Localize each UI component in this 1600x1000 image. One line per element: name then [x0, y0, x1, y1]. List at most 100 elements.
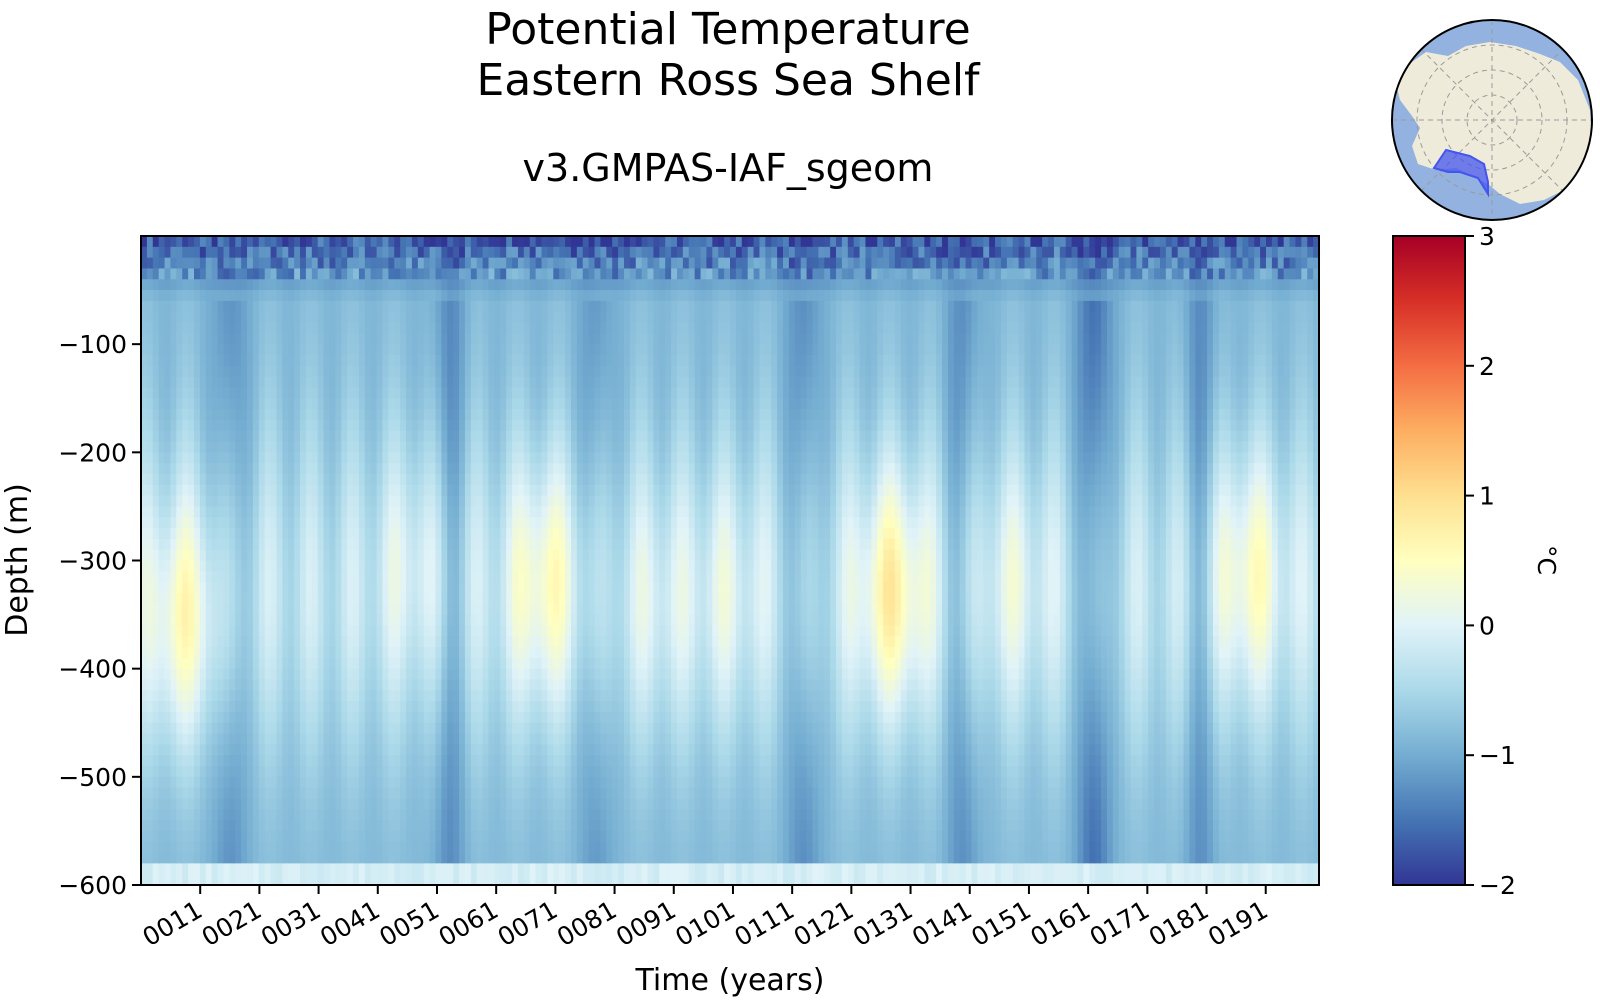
heatmap-cell — [535, 528, 543, 540]
heatmap-cell — [535, 820, 543, 832]
heatmap-cell — [612, 647, 619, 659]
heatmap-cell — [470, 582, 478, 594]
heatmap-cell — [335, 679, 342, 691]
heatmap-cell — [211, 430, 219, 443]
heatmap-cell — [517, 506, 525, 518]
heatmap-cell — [300, 365, 307, 378]
heatmap-cell — [347, 322, 354, 334]
heatmap-cell — [423, 852, 431, 864]
heatmap-cell — [229, 582, 236, 594]
heatmap-cell — [182, 236, 189, 248]
heatmap-cell — [618, 279, 625, 291]
heatmap-cell — [358, 614, 366, 626]
heatmap-cell — [506, 538, 513, 551]
heatmap-cell — [541, 549, 549, 562]
heatmap-cell — [570, 463, 578, 475]
heatmap-cell — [235, 863, 242, 875]
heatmap-cell — [158, 636, 166, 648]
heatmap-cell — [146, 852, 154, 864]
heatmap-cell — [588, 279, 596, 291]
heatmap-cell — [464, 517, 472, 529]
heatmap-cell — [358, 820, 366, 832]
heatmap-cell — [276, 571, 283, 583]
heatmap-cell — [164, 419, 172, 432]
heatmap-cell — [288, 830, 295, 843]
heatmap-cell — [294, 268, 301, 280]
heatmap-cell — [194, 538, 201, 551]
heatmap-cell — [241, 463, 248, 475]
heatmap-cell — [141, 517, 148, 529]
heatmap-cell — [235, 852, 242, 864]
heatmap-cell — [323, 776, 331, 789]
heatmap-cell — [353, 387, 360, 399]
heatmap-cell — [459, 647, 466, 659]
heatmap-cell — [353, 647, 360, 659]
heatmap-cell — [282, 257, 289, 270]
heatmap-cell — [158, 333, 166, 345]
heatmap-cell — [612, 268, 619, 280]
heatmap-cell — [305, 592, 313, 605]
heatmap-cell — [500, 820, 507, 832]
heatmap-cell — [311, 452, 319, 464]
heatmap-cell — [364, 614, 372, 626]
heatmap-cell — [164, 549, 172, 562]
heatmap-cell — [529, 592, 537, 605]
heatmap-cell — [217, 647, 225, 659]
heatmap-cell — [170, 852, 177, 864]
heatmap-cell — [488, 365, 495, 378]
heatmap-cell — [229, 354, 236, 367]
heatmap-cell — [435, 484, 442, 497]
heatmap-cell — [600, 722, 607, 735]
heatmap-cell — [176, 311, 183, 324]
heatmap-cell — [618, 463, 625, 475]
heatmap-cell — [217, 733, 225, 745]
heatmap-cell — [211, 787, 219, 800]
heatmap-cell — [541, 679, 549, 691]
heatmap-cell — [576, 279, 584, 291]
heatmap-cell — [294, 863, 301, 875]
heatmap-cell — [541, 603, 549, 616]
heatmap-cell — [565, 679, 572, 691]
heatmap-cell — [294, 452, 301, 464]
heatmap-cell — [282, 387, 289, 399]
heatmap-cell — [523, 874, 531, 885]
heatmap-cell — [211, 560, 219, 572]
heatmap-cell — [529, 657, 537, 670]
heatmap-cell — [494, 257, 501, 270]
heatmap-cell — [547, 365, 554, 378]
heatmap-cell — [353, 473, 360, 486]
heatmap-cell — [565, 787, 572, 800]
heatmap-cell — [235, 690, 242, 702]
heatmap-cell — [594, 398, 602, 410]
heatmap-cell — [582, 236, 590, 248]
heatmap-cell — [364, 452, 372, 464]
heatmap-cell — [294, 549, 301, 562]
heatmap-cell — [311, 582, 319, 594]
heatmap-cell — [600, 441, 607, 453]
heatmap-cell — [270, 419, 278, 432]
heatmap-cell — [258, 441, 266, 453]
heatmap-cell — [388, 744, 395, 756]
heatmap-cell — [529, 365, 537, 378]
heatmap-cell — [223, 766, 230, 778]
heatmap-cell — [152, 300, 160, 313]
heatmap-cell — [417, 766, 425, 778]
heatmap-cell — [429, 820, 437, 832]
heatmap-cell — [364, 701, 372, 713]
heatmap-cell — [429, 517, 437, 529]
heatmap-cell — [535, 690, 543, 702]
heatmap-cell — [211, 354, 219, 367]
heatmap-cell — [470, 333, 478, 345]
heatmap-cell — [176, 744, 183, 756]
heatmap-cell — [565, 766, 572, 778]
heatmap-cell — [570, 820, 578, 832]
heatmap-cell — [317, 657, 325, 670]
heatmap-cell — [529, 571, 537, 583]
heatmap-cell — [417, 603, 425, 616]
heatmap-cell — [423, 419, 431, 432]
heatmap-cell — [523, 830, 531, 843]
heatmap-cell — [606, 636, 613, 648]
heatmap-cell — [217, 495, 225, 508]
heatmap-cell — [612, 787, 619, 800]
heatmap-cell — [529, 755, 537, 767]
